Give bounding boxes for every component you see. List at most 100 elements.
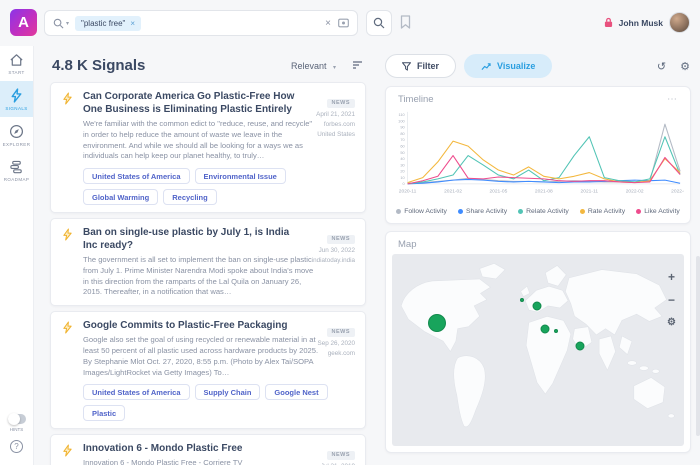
card-title[interactable]: Google Commits to Plastic-Free Packaging — [83, 320, 288, 332]
legend-item[interactable]: Relate Activity — [518, 208, 569, 215]
svg-text:100: 100 — [398, 119, 404, 123]
legend-item[interactable]: Like Activity — [636, 208, 680, 215]
card-title[interactable]: Can Corporate America Go Plastic-Free Ho… — [83, 91, 295, 115]
tag-pill[interactable]: Environmental Issue — [194, 168, 286, 185]
help-icon[interactable]: ? — [10, 440, 23, 453]
sidebar-label: START — [8, 70, 25, 75]
hints-toggle[interactable] — [7, 413, 26, 425]
sidebar-item-start[interactable]: START — [0, 46, 33, 81]
lock-icon — [604, 17, 612, 27]
signal-bolt-icon — [63, 228, 72, 241]
zoom-out-icon[interactable]: − — [668, 293, 676, 307]
map-panel: Map — [385, 231, 691, 453]
sidebar-label: SIGNALS — [5, 106, 28, 111]
app-logo[interactable]: A — [10, 9, 37, 36]
source-type-badge: NEWS — [326, 234, 355, 244]
tag-pill[interactable]: Plastic — [83, 405, 126, 422]
tag-pill[interactable]: United States of America — [83, 168, 190, 185]
card-tags: United States of America Supply Chain Goog… — [83, 384, 353, 422]
undo-icon[interactable]: ↺ — [656, 60, 667, 73]
map-marker[interactable] — [540, 324, 550, 334]
card-source[interactable]: indiatoday.india — [311, 256, 355, 264]
zoom-in-icon[interactable]: + — [668, 270, 676, 284]
sidebar-label: ROADMAP — [3, 177, 30, 182]
signal-card[interactable]: NEWS April 21, 2021 forbes.com United St… — [50, 82, 366, 214]
funnel-icon — [402, 61, 411, 71]
map-marker[interactable] — [553, 328, 558, 333]
tag-pill[interactable]: Global Warming — [83, 189, 159, 206]
chart-icon — [481, 62, 491, 70]
card-title[interactable]: Ban on single-use plastic by July 1, is … — [83, 227, 290, 252]
roadmap-layers-icon — [10, 160, 22, 174]
svg-text:90: 90 — [400, 126, 404, 130]
card-date: Jul 31, 2019 — [299, 463, 355, 465]
map-marker[interactable] — [428, 314, 447, 333]
tag-pill[interactable]: Supply Chain — [194, 384, 261, 401]
svg-text:2021-11: 2021-11 — [581, 189, 599, 195]
avatar[interactable] — [669, 12, 690, 33]
card-source[interactable]: geek.com — [327, 350, 355, 358]
map-marker[interactable] — [532, 301, 542, 311]
svg-text:0: 0 — [402, 182, 404, 186]
tag-pill[interactable]: Google Nest — [265, 384, 328, 401]
card-date: April 21, 2021 — [316, 111, 355, 118]
svg-text:110: 110 — [398, 113, 404, 117]
map-marker[interactable] — [575, 341, 585, 351]
map-marker[interactable] — [519, 298, 524, 303]
user-menu[interactable]: John Musk — [604, 12, 690, 33]
legend-item[interactable]: Rate Activity — [579, 208, 625, 215]
world-map-graphic — [400, 263, 675, 428]
visualize-button[interactable]: Visualize — [464, 54, 553, 78]
search-term-chip[interactable]: "plastic free" × — [75, 15, 142, 31]
filter-button[interactable]: Filter — [385, 54, 457, 78]
card-country: United States — [317, 130, 355, 138]
sidebar-item-explorer[interactable]: EXPLORER — [0, 117, 33, 153]
legend-item[interactable]: Share Activity — [457, 208, 507, 215]
search-scope-caret-icon[interactable]: ▾ — [66, 20, 70, 27]
nav-sidebar: START SIGNALS EXPLORER ROADMAP HINTS ? — [0, 46, 34, 465]
signal-card[interactable]: NEWS Jul 31, 2019 msn.com United States … — [50, 434, 366, 465]
bookmark-icon[interactable] — [400, 15, 411, 29]
signal-bolt-icon — [11, 88, 22, 103]
search-submit-button[interactable] — [366, 10, 392, 36]
svg-text:60: 60 — [400, 145, 404, 149]
source-type-badge: NEWS — [326, 450, 355, 460]
tag-pill[interactable]: Recycling — [163, 189, 217, 206]
chip-remove-icon[interactable]: × — [130, 18, 136, 28]
filter-label: Filter — [417, 61, 440, 71]
timeline-menu-icon[interactable]: ⋯ — [667, 94, 678, 105]
source-type-badge: NEWS — [326, 98, 355, 108]
chevron-down-icon: ▾ — [332, 65, 336, 71]
signal-card[interactable]: NEWS Jun 30, 2022 indiatoday.india Ban o… — [50, 218, 366, 307]
card-snippet: We're familiar with the common edict to … — [83, 119, 313, 161]
results-column: 4.8 K Signals Relevant ▾ NEWS April 21, … — [34, 46, 374, 465]
map-settings-icon[interactable]: ⚙ — [667, 317, 676, 328]
svg-text:2021-02: 2021-02 — [444, 189, 462, 195]
sort-order-icon[interactable] — [352, 60, 364, 70]
sidebar-item-roadmap[interactable]: ROADMAP — [0, 153, 33, 188]
svg-text:50: 50 — [400, 151, 404, 155]
signal-bolt-icon — [63, 321, 72, 334]
visualization-panel: Filter Visualize ↺ ⚙ Timeline ⋯ 0 10 20 30 4… — [376, 46, 700, 465]
card-title[interactable]: Innovation 6 - Mondo Plastic Free — [83, 443, 243, 455]
world-map[interactable]: + − ⚙ — [392, 254, 684, 446]
signal-card[interactable]: NEWS Sep 26, 2020 geek.com Google Commit… — [50, 311, 366, 430]
map-markers — [392, 254, 684, 446]
card-snippet: Google also set the goal of using recycl… — [83, 335, 319, 377]
card-date: Jun 30, 2022 — [318, 247, 355, 255]
svg-text:2022-02: 2022-02 — [626, 189, 644, 195]
legend-item[interactable]: Follow Activity — [396, 208, 447, 215]
tag-pill[interactable]: United States of America — [83, 384, 190, 401]
sidebar-item-signals[interactable]: SIGNALS — [0, 81, 33, 117]
scrollbar[interactable] — [696, 256, 700, 436]
card-source[interactable]: forbes.com — [323, 120, 355, 128]
top-bar: A ▾ "plastic free" × × — [0, 0, 700, 46]
timeline-chart[interactable]: 0 10 20 30 40 50 60 70 80 90 100 110 2020-11 2021-02 2… — [392, 109, 684, 205]
search-icon — [53, 18, 64, 28]
snapshot-icon[interactable] — [338, 18, 349, 28]
search-icon — [373, 17, 385, 29]
clear-search-icon[interactable]: × — [325, 17, 331, 29]
search-bar[interactable]: ▾ "plastic free" × × — [44, 10, 358, 36]
gear-icon[interactable]: ⚙ — [680, 60, 690, 73]
sort-dropdown[interactable]: Relevant ▾ — [291, 56, 342, 74]
